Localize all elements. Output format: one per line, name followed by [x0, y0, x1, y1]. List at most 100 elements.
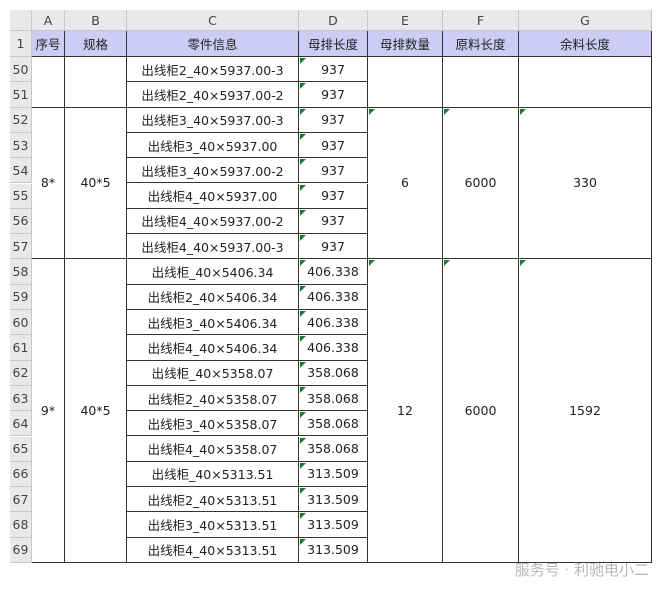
length-cell: 358.068 [299, 385, 368, 412]
column-header: F [443, 10, 519, 31]
part-cell: 出线柜3_40×5358.07 [127, 411, 299, 437]
merged-cell: 6000 [443, 259, 519, 563]
length-cell: 313.509 [299, 512, 368, 538]
header-cell: 余料长度 [519, 31, 652, 57]
row-number: 57 [10, 234, 32, 260]
text-number-flag [300, 386, 306, 393]
part-cell: 出线柜4_40×5937.00-3 [127, 234, 299, 260]
part-cell: 出线柜2_40×5937.00-3 [127, 57, 299, 83]
part-cell: 出线柜4_40×5406.34 [127, 335, 299, 361]
text-number-flag [300, 285, 306, 292]
length-cell: 937 [299, 234, 368, 260]
row-number: 66 [10, 461, 32, 488]
corner [10, 10, 32, 31]
length-cell: 313.509 [299, 461, 368, 488]
row-number: 58 [10, 259, 32, 285]
column-header: E [368, 10, 443, 31]
row-number: 53 [10, 132, 32, 159]
text-number-flag [369, 108, 375, 115]
length-cell: 937 [299, 158, 368, 184]
length-cell: 406.338 [299, 284, 368, 310]
text-number-flag [300, 488, 306, 495]
part-cell: 出线柜3_40×5313.51 [127, 512, 299, 538]
part-cell: 出线柜3_40×5937.00-2 [127, 158, 299, 184]
text-number-flag [300, 361, 306, 368]
part-cell: 出线柜_40×5406.34 [127, 259, 299, 285]
header-cell: 规格 [65, 31, 127, 57]
length-cell: 358.068 [299, 436, 368, 462]
column-header: A [32, 10, 65, 31]
part-cell: 出线柜4_40×5313.51 [127, 537, 299, 563]
row-number: 60 [10, 310, 32, 336]
merged-cell: 12 [368, 259, 443, 563]
row-number: 51 [10, 82, 32, 108]
merged-cell [32, 57, 65, 108]
text-number-flag [300, 209, 306, 216]
text-number-flag [300, 133, 306, 140]
length-cell: 313.509 [299, 487, 368, 513]
row-number: 68 [10, 512, 32, 538]
text-number-flag [300, 184, 306, 191]
length-cell: 937 [299, 107, 368, 133]
text-number-flag [300, 311, 306, 317]
text-number-flag [444, 260, 450, 267]
part-cell: 出线柜3_40×5406.34 [127, 310, 299, 336]
part-cell: 出线柜4_40×5358.07 [127, 436, 299, 462]
row-number: 67 [10, 487, 32, 513]
text-number-flag [444, 108, 450, 115]
merged-cell: 40*5 [65, 107, 127, 260]
part-cell: 出线柜2_40×5358.07 [127, 385, 299, 412]
merged-cell: 6000 [443, 107, 519, 260]
merged-cell: 8* [32, 107, 65, 260]
length-cell: 937 [299, 183, 368, 209]
text-number-flag [300, 412, 306, 419]
row-number: 65 [10, 436, 32, 462]
row-number: 1 [10, 31, 32, 57]
length-cell: 406.338 [299, 335, 368, 361]
column-header: G [519, 10, 652, 31]
row-number: 69 [10, 537, 32, 563]
text-number-flag [300, 260, 306, 267]
merged-cell: 6 [368, 107, 443, 260]
row-number: 55 [10, 183, 32, 209]
row-number: 52 [10, 107, 32, 133]
row-number: 54 [10, 158, 32, 184]
text-number-flag [300, 58, 306, 64]
part-cell: 出线柜4_40×5937.00 [127, 183, 299, 209]
text-number-flag [300, 538, 306, 545]
column-header: B [65, 10, 127, 31]
merged-cell: 330 [519, 107, 652, 260]
text-number-flag [300, 462, 306, 469]
merged-cell [519, 57, 652, 108]
row-number: 50 [10, 57, 32, 83]
length-cell: 937 [299, 57, 368, 83]
column-header: C [127, 10, 299, 31]
header-cell: 序号 [32, 31, 65, 57]
merged-cell: 9* [32, 259, 65, 563]
column-header: D [299, 10, 368, 31]
row-number: 62 [10, 360, 32, 386]
part-cell: 出线柜4_40×5937.00-2 [127, 208, 299, 235]
text-number-flag [300, 159, 306, 166]
text-number-flag [300, 336, 306, 343]
length-cell: 937 [299, 132, 368, 159]
text-number-flag [300, 83, 306, 90]
row-number: 63 [10, 385, 32, 412]
merged-cell [65, 57, 127, 108]
length-cell: 406.338 [299, 310, 368, 336]
length-cell: 406.338 [299, 259, 368, 285]
text-number-flag [300, 235, 306, 242]
length-cell: 358.068 [299, 411, 368, 437]
text-number-flag [369, 260, 375, 267]
text-number-flag [300, 513, 306, 520]
merged-cell [368, 57, 443, 108]
row-number: 59 [10, 284, 32, 310]
part-cell: 出线柜_40×5313.51 [127, 461, 299, 488]
row-number: 64 [10, 411, 32, 437]
header-cell: 零件信息 [127, 31, 299, 57]
merged-cell: 40*5 [65, 259, 127, 563]
header-cell: 母排长度 [299, 31, 368, 57]
text-number-flag [520, 108, 526, 115]
text-number-flag [300, 437, 306, 444]
